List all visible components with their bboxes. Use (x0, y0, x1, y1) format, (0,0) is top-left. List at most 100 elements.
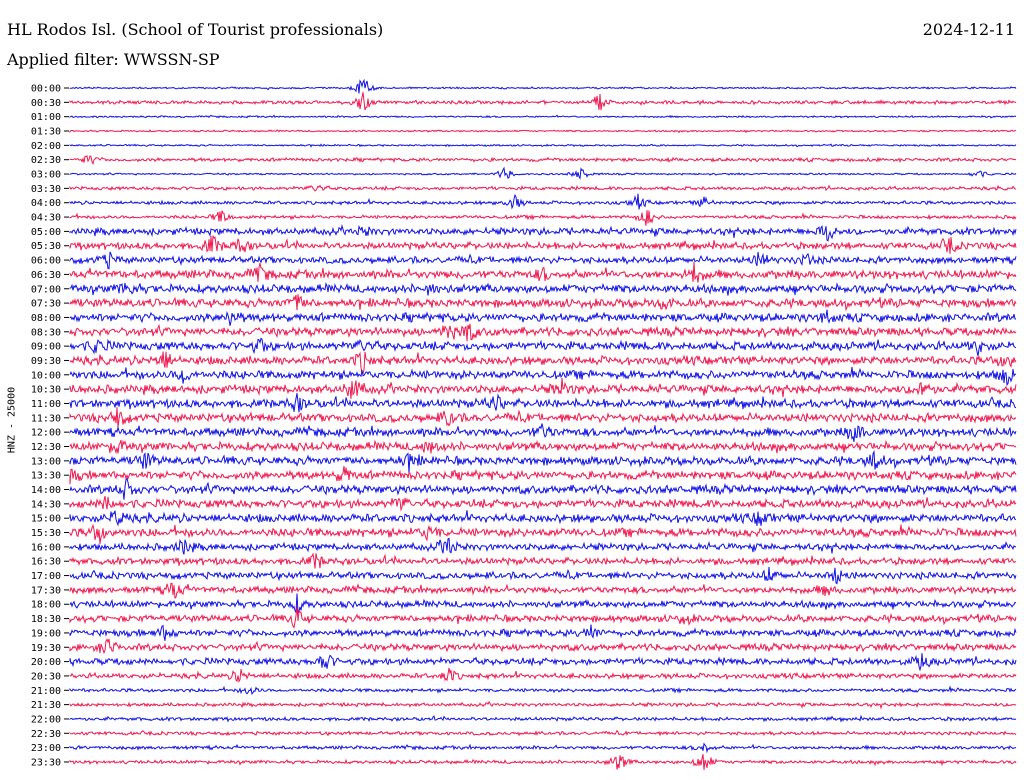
trace-line (69, 155, 1017, 166)
tick-label: 02:00 (31, 141, 61, 152)
tick-label: 22:00 (31, 714, 61, 725)
trace-line (69, 78, 1017, 94)
tick-label: 04:00 (31, 198, 61, 209)
trace-line (69, 685, 1017, 696)
trace-line (69, 251, 1017, 270)
tick-label: 16:30 (31, 557, 61, 568)
trace-line (69, 566, 1017, 585)
tick-label: 12:00 (31, 428, 61, 439)
trace-line (69, 366, 1017, 387)
trace-line (69, 653, 1017, 672)
trace-line (69, 261, 1017, 283)
tick-label: 19:30 (31, 643, 61, 654)
tick-label: 03:30 (31, 184, 61, 195)
tick-label: 19:00 (31, 628, 61, 639)
tick-label: 05:30 (31, 241, 61, 252)
tick-label: 13:30 (31, 471, 61, 482)
tick-label: 15:00 (31, 514, 61, 525)
tick-label: 23:30 (31, 757, 61, 768)
trace-line (69, 337, 1017, 357)
tick-label: 20:00 (31, 657, 61, 668)
tick-label: 21:00 (31, 686, 61, 697)
trace-line (69, 439, 1017, 455)
tick-label: 20:30 (31, 671, 61, 682)
tick-label: 18:30 (31, 614, 61, 625)
filter-label: Applied filter: WWSSN-SP (7, 50, 220, 69)
tick-label: 12:30 (31, 442, 61, 453)
trace-line (69, 393, 1017, 413)
trace-line (69, 606, 1017, 629)
station-title: HL Rodos Isl. (School of Tourist profess… (7, 20, 384, 39)
trace-line (69, 729, 1017, 737)
tick-label: 07:30 (31, 299, 61, 310)
trace-line (69, 184, 1017, 192)
tick-label: 06:00 (31, 256, 61, 267)
trace-line (69, 593, 1017, 615)
trace-line (69, 449, 1017, 474)
trace-line (69, 537, 1017, 555)
trace-line (69, 143, 1017, 148)
tick-label: 11:30 (31, 413, 61, 424)
tick-label: 05:00 (31, 227, 61, 238)
trace-line (69, 754, 1017, 770)
trace-line (69, 281, 1017, 296)
trace-line (69, 309, 1017, 326)
tick-label: 17:00 (31, 571, 61, 582)
tick-label: 22:30 (31, 729, 61, 740)
trace-line (69, 742, 1017, 754)
tick-label: 14:00 (31, 485, 61, 496)
trace-line (69, 624, 1017, 641)
tick-label: 04:30 (31, 213, 61, 224)
tick-label: 09:00 (31, 342, 61, 353)
tick-label: 23:00 (31, 743, 61, 754)
trace-line (69, 114, 1017, 119)
trace-line (69, 323, 1017, 342)
tick-label: 06:30 (31, 270, 61, 281)
trace-line (69, 495, 1017, 512)
tick-label: 02:30 (31, 155, 61, 166)
tick-label: 21:30 (31, 700, 61, 711)
trace-line (69, 638, 1017, 655)
trace-line (69, 210, 1017, 226)
tick-label: 01:00 (31, 112, 61, 123)
tick-label: 16:00 (31, 542, 61, 553)
trace-line (69, 477, 1017, 500)
trace-line (69, 166, 1017, 180)
trace-line (69, 129, 1017, 134)
tick-label: 18:00 (31, 600, 61, 611)
tick-label: 17:30 (31, 585, 61, 596)
trace-line (69, 465, 1017, 485)
tick-label: 08:30 (31, 327, 61, 338)
trace-line (69, 523, 1017, 544)
tick-label: 09:30 (31, 356, 61, 367)
trace-line (69, 407, 1017, 428)
tick-label: 15:30 (31, 528, 61, 539)
tick-label: 00:00 (31, 84, 61, 95)
trace-line (69, 423, 1017, 442)
trace-line (69, 377, 1017, 399)
tick-label: 13:00 (31, 456, 61, 467)
trace-line (69, 294, 1017, 312)
trace-line (69, 667, 1017, 683)
tick-label: 08:00 (31, 313, 61, 324)
trace-line (69, 700, 1017, 710)
trace-line (69, 235, 1017, 254)
trace-line (69, 714, 1017, 723)
trace-line (69, 223, 1017, 242)
trace-line (69, 193, 1017, 210)
tick-label: 03:00 (31, 170, 61, 181)
trace-line (69, 92, 1017, 111)
tick-label: 10:30 (31, 385, 61, 396)
trace-line (69, 582, 1017, 600)
tick-label: 00:30 (31, 98, 61, 109)
trace-line (69, 351, 1017, 375)
date-label: 2024-12-11 (922, 20, 1015, 39)
tick-label: 11:00 (31, 399, 61, 410)
tick-label: 07:00 (31, 284, 61, 295)
tick-label: 01:30 (31, 127, 61, 138)
tick-label: 10:00 (31, 370, 61, 381)
trace-line (69, 510, 1017, 527)
trace-line (69, 552, 1016, 569)
tick-label: 14:30 (31, 499, 61, 510)
